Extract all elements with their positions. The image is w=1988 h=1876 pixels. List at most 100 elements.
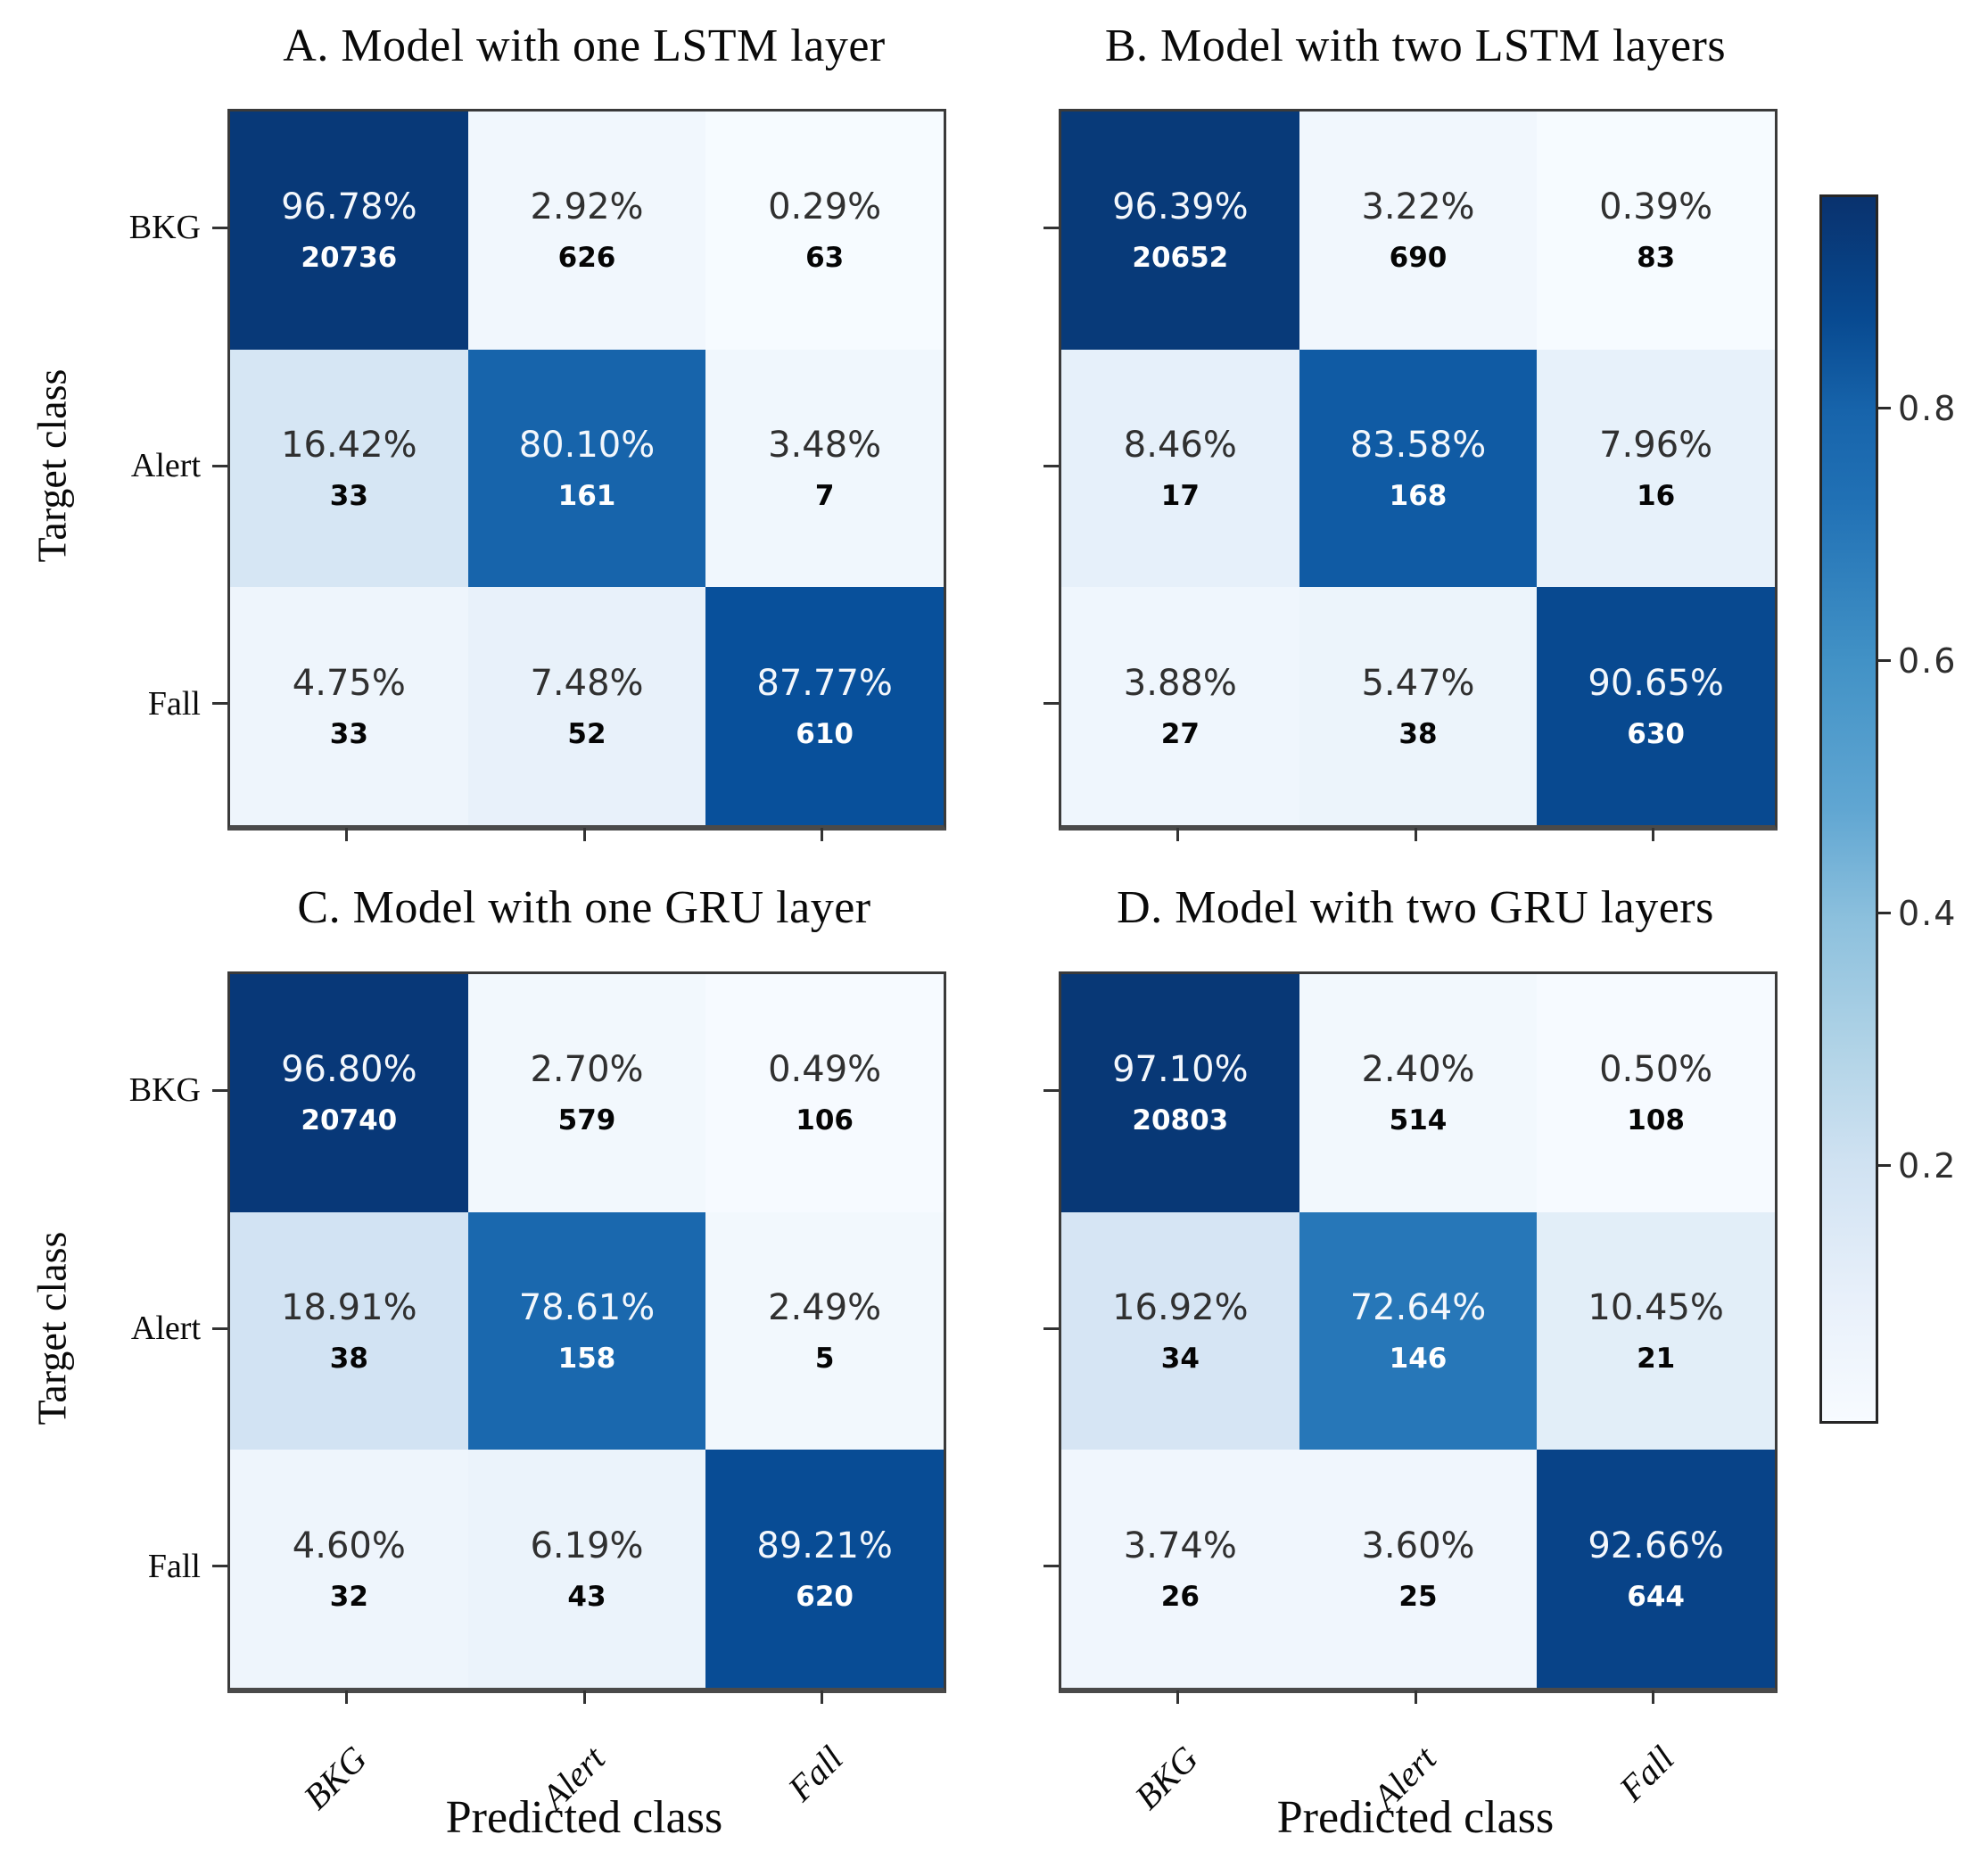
cell-percent: 72.64%: [1349, 1286, 1487, 1328]
x-tick-mark: [344, 1690, 348, 1704]
matrix-cell-A-Fall-BKG: 4.75% 33: [230, 587, 468, 825]
cell-percent: 7.96%: [1599, 424, 1713, 466]
matrix-cell-A-Fall-Alert: 7.48% 52: [467, 587, 706, 825]
heatmap-panel-b: 96.39% 20652 3.22% 690 0.39% 83 8.46% 17 83.58% 1…: [1059, 109, 1778, 831]
cell-count: 34: [1160, 1342, 1200, 1375]
y-tick-mark: [212, 1088, 227, 1092]
matrix-cell-D-BKG-Fall: 0.50% 108: [1537, 974, 1775, 1212]
cell-count: 610: [796, 717, 854, 750]
y-tick-label-alert: Alert: [130, 447, 201, 484]
x-tick-mark: [344, 828, 348, 841]
matrix-cell-D-BKG-Alert: 2.40% 514: [1299, 974, 1538, 1212]
cell-count: 161: [557, 479, 616, 512]
panel-a-title: A. Model with one LSTM layer: [283, 21, 886, 71]
cell-percent: 92.66%: [1588, 1525, 1724, 1566]
cell-count: 644: [1627, 1580, 1686, 1613]
cell-count: 17: [1160, 479, 1200, 512]
matrix-cell-A-Fall-Fall: 87.77% 610: [705, 587, 944, 825]
y-tick-label-fall: Fall: [147, 684, 201, 723]
matrix-cell-B-Alert-Alert: 83.58% 168: [1299, 349, 1538, 588]
cell-percent: 10.45%: [1588, 1286, 1724, 1328]
matrix-cell-D-Fall-Fall: 92.66% 644: [1537, 1450, 1775, 1688]
cell-percent: 0.50%: [1599, 1049, 1713, 1091]
cell-count: 106: [796, 1104, 854, 1137]
cell-percent: 7.48%: [530, 662, 644, 704]
colorbar-tick: [1876, 407, 1891, 409]
cell-percent: 2.49%: [768, 1286, 882, 1328]
colorbar-tick-label: 0.8: [1898, 389, 1958, 428]
matrix-cell-C-BKG-BKG: 96.80% 20740: [230, 974, 468, 1212]
colorbar-tick: [1876, 912, 1891, 914]
cell-count: 20740: [301, 1104, 398, 1137]
colorbar-tick: [1876, 659, 1891, 662]
matrix-cell-B-Fall-BKG: 3.88% 27: [1061, 587, 1299, 825]
cell-percent: 2.92%: [530, 186, 644, 228]
y-tick-mark: [1043, 1088, 1059, 1092]
matrix-cell-C-Alert-Alert: 78.61% 158: [467, 1211, 706, 1450]
x-axis-label-left: Predicted class: [445, 1792, 723, 1843]
cell-count: 514: [1389, 1104, 1448, 1137]
cell-count: 27: [1160, 717, 1200, 750]
cell-percent: 3.88%: [1123, 662, 1237, 704]
cell-count: 32: [329, 1580, 368, 1613]
y-tick-label-fall: Fall: [147, 1547, 201, 1585]
x-tick-mark: [1175, 828, 1179, 841]
matrix-cell-B-Alert-BKG: 8.46% 17: [1061, 349, 1299, 588]
cell-percent: 3.22%: [1361, 186, 1475, 228]
x-tick-mark: [582, 1690, 586, 1704]
cell-count: 38: [329, 1342, 368, 1375]
matrix-cell-A-Alert-Alert: 80.10% 161: [467, 349, 706, 588]
y-tick-mark: [212, 1565, 227, 1568]
cell-percent: 6.19%: [530, 1525, 644, 1566]
matrix-cell-C-Alert-Fall: 2.49% 5: [705, 1211, 944, 1450]
colorbar-tick-label: 0.6: [1898, 641, 1958, 681]
cell-count: 579: [557, 1104, 616, 1137]
x-tick-mark: [821, 1690, 824, 1704]
matrix-cell-C-Alert-BKG: 18.91% 38: [230, 1211, 468, 1450]
y-tick-mark: [212, 464, 227, 467]
cell-percent: 83.58%: [1349, 424, 1487, 466]
cell-percent: 89.21%: [756, 1525, 893, 1566]
x-tick-mark: [1652, 828, 1655, 841]
matrix-cell-B-BKG-Fall: 0.39% 83: [1537, 112, 1775, 350]
cell-percent: 2.40%: [1361, 1049, 1475, 1091]
cell-percent: 3.60%: [1361, 1525, 1475, 1566]
x-tick-mark: [1414, 1690, 1417, 1704]
x-tick-mark: [821, 828, 824, 841]
y-tick-mark: [212, 1326, 227, 1330]
matrix-cell-C-BKG-Fall: 0.49% 106: [705, 974, 944, 1212]
cell-count: 108: [1627, 1104, 1686, 1137]
cell-percent: 3.74%: [1123, 1525, 1237, 1566]
y-tick-mark: [1043, 1326, 1059, 1330]
x-tick-mark: [1652, 1690, 1655, 1704]
matrix-cell-C-Fall-BKG: 4.60% 32: [230, 1450, 468, 1688]
matrix-cell-A-BKG-Fall: 0.29% 63: [705, 112, 944, 350]
matrix-cell-B-Alert-Fall: 7.96% 16: [1537, 349, 1775, 588]
x-tick-mark: [1414, 828, 1417, 841]
cell-count: 63: [805, 242, 845, 275]
y-tick-label-alert: Alert: [130, 1310, 201, 1347]
cell-percent: 4.75%: [292, 662, 406, 704]
cell-count: 5: [814, 1342, 835, 1375]
matrix-cell-A-BKG-Alert: 2.92% 626: [467, 112, 706, 350]
matrix-cell-D-Alert-BKG: 16.92% 34: [1061, 1211, 1299, 1450]
cell-count: 158: [557, 1342, 616, 1375]
panel-b-title: B. Model with two LSTM layers: [1104, 21, 1727, 71]
cell-count: 20803: [1132, 1104, 1229, 1137]
cell-count: 26: [1160, 1580, 1200, 1613]
cell-count: 20736: [301, 242, 398, 275]
y-axis-label-top: Target class: [29, 368, 75, 563]
matrix-cell-C-Fall-Alert: 6.19% 43: [467, 1450, 706, 1688]
matrix-cell-A-Alert-Fall: 3.48% 7: [705, 349, 944, 588]
matrix-cell-A-Alert-BKG: 16.42% 33: [230, 349, 468, 588]
cell-count: 43: [567, 1580, 606, 1613]
cell-percent: 96.80%: [281, 1049, 417, 1091]
cell-count: 25: [1398, 1580, 1438, 1613]
cell-percent: 2.70%: [530, 1049, 644, 1091]
y-tick-mark: [212, 226, 227, 229]
cell-percent: 0.29%: [768, 186, 882, 228]
cell-count: 20652: [1132, 242, 1229, 275]
y-tick-mark: [1043, 702, 1059, 706]
matrix-cell-D-BKG-BKG: 97.10% 20803: [1061, 974, 1299, 1212]
